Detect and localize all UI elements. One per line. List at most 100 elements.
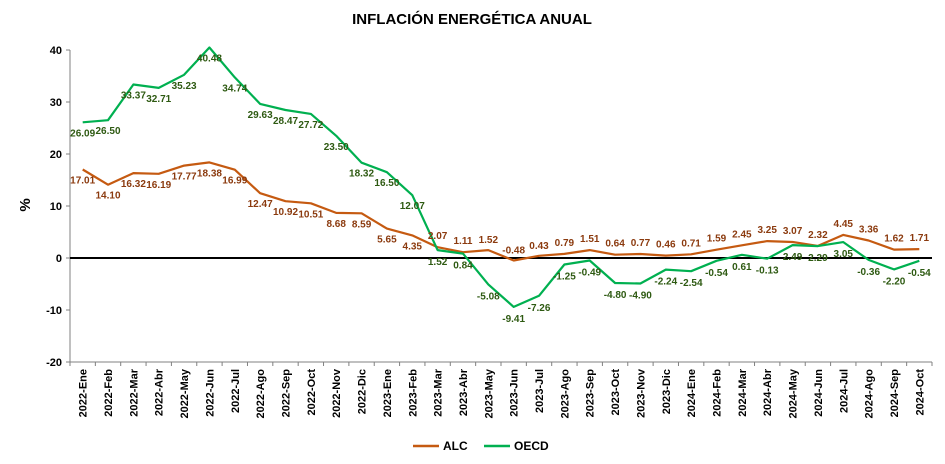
data-label-oecd: 32.71 [146,94,171,105]
data-label-oecd: -4.90 [629,291,652,302]
y-tick-label: -10 [46,305,62,317]
data-label-oecd: -0.49 [578,268,601,279]
data-label-alc: 8.59 [352,219,372,230]
data-label-alc: 0.43 [529,241,549,252]
x-tick-label: 2022-Dic [357,369,369,414]
x-tick-label: 2024-Mar [737,368,749,416]
x-tick-label: 2024-Ene [686,369,698,417]
data-label-alc: 1.51 [580,234,600,245]
x-tick-labels: 2022-Ene 2022-Feb 2022-Mar 2022-Abr 2022-May… [78,368,927,418]
x-tick-label: 2023-Ene [382,369,394,417]
axes: -20 -10 0 10 20 30 40 [46,45,933,369]
data-label-alc: 17.01 [70,176,95,187]
data-label-oecd: 18.32 [349,169,374,180]
x-tick-label: 2023-Ago [559,369,571,419]
data-labels: 26.09 17.01 26.50 14.10 33.37 16.32 32.71 16.19… [70,54,931,325]
y-tick-label: 20 [50,149,62,161]
data-label-alc: 1.59 [707,234,727,245]
x-tick-label: 2023-Sep [585,369,597,418]
x-tick-label: 2022-Ene [78,369,90,417]
x-tick-label: 2022-Mar [128,368,140,416]
y-tick-label: 40 [50,45,62,57]
legend-label-alc: ALC [443,439,468,453]
data-label-oecd: 34.74 [222,83,247,94]
x-tick-label: 2022-Oct [306,369,318,416]
y-tick-label: 30 [50,97,62,109]
x-tick-label: 2024-Sep [889,369,901,418]
data-label-oecd: 0.84 [453,261,473,272]
legend: ALC OECD [413,439,549,453]
data-label-alc: 3.36 [859,225,879,236]
x-tick-label: 2023-Jul [534,369,546,413]
x-tick-label: 2022-May [179,368,191,418]
data-label-alc: 1.71 [910,233,930,244]
data-label-oecd: -0.13 [756,266,779,277]
data-label-oecd: -2.54 [680,278,703,289]
data-label-alc: -0.48 [502,246,525,257]
x-tick-label: 2022-Sep [281,369,293,418]
data-label-alc: 16.99 [222,176,247,187]
data-label-oecd: -1.25 [553,272,576,283]
x-tick-label: 2024-Feb [712,369,724,417]
x-tick-label: 2024-May [788,368,800,418]
data-label-alc: 4.45 [834,219,854,230]
data-label-alc: 1.52 [479,235,499,246]
x-tick-label: 2023-Feb [407,369,419,417]
chart-title: INFLACIÓN ENERGÉTICA ANUAL [352,10,592,28]
x-tick-label: 2023-Jun [509,369,521,417]
data-label-alc: 0.64 [605,239,625,250]
data-label-alc: 18.38 [197,168,222,179]
data-label-oecd: -0.54 [705,268,728,279]
data-label-oecd: 28.47 [273,116,298,127]
data-label-oecd: 3.05 [834,249,854,260]
data-label-alc: 12.47 [248,199,273,210]
data-label-alc: 0.79 [555,238,575,249]
data-label-alc: 5.65 [377,235,397,246]
x-tick-label: 2024-Jun [813,369,825,417]
data-label-oecd: -2.24 [654,277,677,288]
data-label-oecd: 27.72 [298,120,323,131]
x-tick-label: 2023-Mar [433,368,445,416]
x-tick-label: 2022-Feb [103,369,115,417]
x-tick-label: 2023-May [483,368,495,418]
data-label-alc: 2.45 [732,229,752,240]
series-lines [82,46,920,308]
data-label-alc: 1.62 [884,234,904,245]
data-label-alc: 3.25 [757,225,777,236]
x-tick-label: 2024-Abr [762,368,774,416]
data-label-oecd: -7.26 [528,303,551,314]
data-label-oecd: 12.07 [400,201,425,212]
data-label-alc: 0.77 [631,238,651,249]
data-label-alc: 16.19 [146,180,171,191]
data-label-oecd: -4.80 [604,290,627,301]
data-label-oecd: 0.61 [732,262,752,273]
x-tick-label: 2022-Ago [255,369,267,419]
x-tick-label: 2024-Oct [914,369,926,416]
data-label-oecd: 33.37 [121,91,146,102]
data-label-alc: 2.07 [428,231,448,242]
data-label-alc: 8.68 [326,219,346,230]
data-label-oecd: 35.23 [172,81,197,92]
data-label-alc: 10.92 [273,207,298,218]
x-tick-label: 2023-Nov [635,368,647,418]
x-tick-label: 2023-Oct [610,369,622,416]
data-label-alc: 0.71 [681,238,701,249]
data-label-alc: 14.10 [96,191,121,202]
series-line-alc [82,161,920,262]
x-tick-label: 2024-Ago [864,369,876,419]
data-label-oecd: 29.63 [248,110,273,121]
x-tick-label: 2023-Dic [661,369,673,414]
data-label-oecd: 23.50 [324,142,349,153]
data-label-oecd: -0.54 [908,268,931,279]
data-label-alc: 1.11 [454,236,473,247]
data-label-alc: 4.35 [403,241,423,252]
data-label-oecd: -9.41 [502,314,525,325]
x-tick-label: 2023-Abr [458,368,470,416]
data-label-oecd: 40.48 [197,54,222,65]
x-tick-label: 2022-Jul [230,369,242,413]
data-label-alc: 3.07 [783,226,803,237]
data-label-oecd: 26.09 [70,128,95,139]
y-tick-label: 0 [56,253,62,265]
data-label-alc: 0.46 [656,240,676,251]
